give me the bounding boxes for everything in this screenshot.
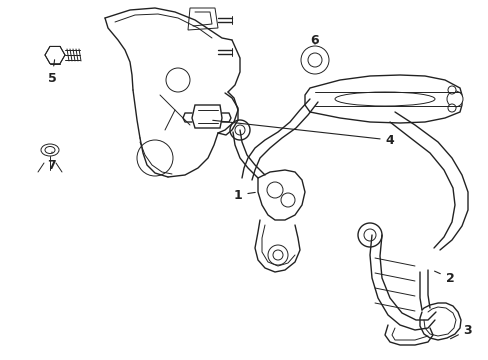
Circle shape xyxy=(363,229,375,241)
Ellipse shape xyxy=(334,92,434,106)
Text: 6: 6 xyxy=(310,33,319,46)
Circle shape xyxy=(235,125,244,135)
Text: 1: 1 xyxy=(233,189,255,202)
Polygon shape xyxy=(258,170,305,220)
Text: 2: 2 xyxy=(434,271,453,284)
Circle shape xyxy=(281,193,294,207)
Ellipse shape xyxy=(45,147,55,153)
Circle shape xyxy=(229,120,249,140)
Polygon shape xyxy=(192,105,222,128)
Text: 4: 4 xyxy=(212,120,393,147)
Circle shape xyxy=(266,182,283,198)
Circle shape xyxy=(446,91,462,107)
Circle shape xyxy=(447,104,455,112)
Polygon shape xyxy=(45,46,65,64)
Circle shape xyxy=(357,223,381,247)
Circle shape xyxy=(165,68,190,92)
Circle shape xyxy=(447,86,455,94)
Text: 3: 3 xyxy=(449,324,471,339)
Polygon shape xyxy=(187,8,218,30)
Ellipse shape xyxy=(41,144,59,156)
Circle shape xyxy=(267,245,287,265)
Circle shape xyxy=(137,140,173,176)
Text: 5: 5 xyxy=(47,60,56,85)
Circle shape xyxy=(272,250,283,260)
Circle shape xyxy=(301,46,328,74)
Text: 7: 7 xyxy=(47,152,56,171)
Circle shape xyxy=(307,53,321,67)
Polygon shape xyxy=(305,75,461,123)
